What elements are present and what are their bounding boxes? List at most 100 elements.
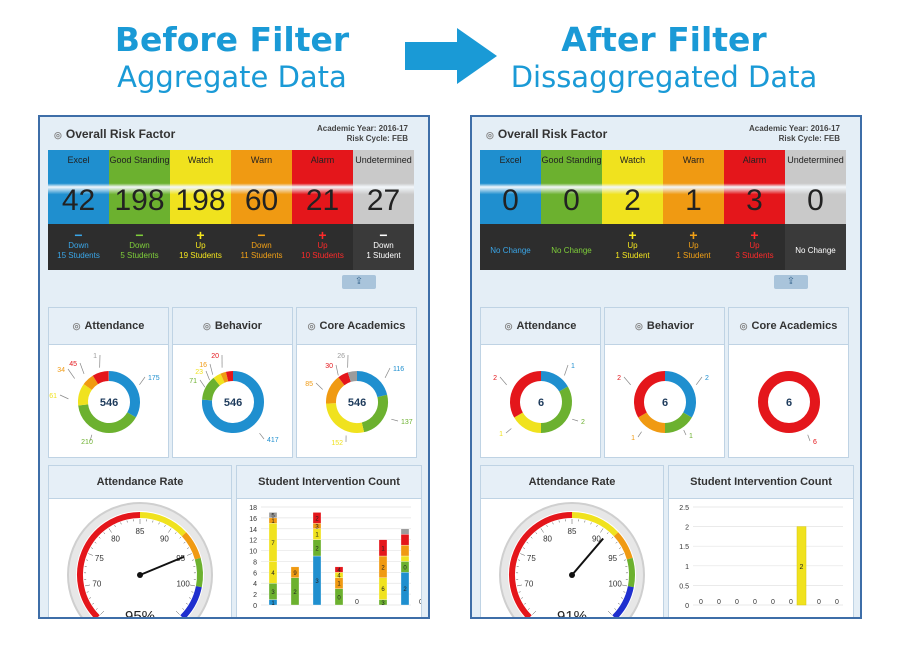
donut-segment[interactable] <box>92 371 110 385</box>
y-tick: 18 <box>249 505 257 512</box>
intervention-chart: 0 0.5 1 1.5 2 2.5 2 0 0 0 0 0 0 0 0 <box>679 505 843 610</box>
share-icon[interactable]: ⇪ <box>774 275 808 289</box>
risk-tile-good-standing[interactable]: Good Standing 0 No Change <box>541 150 602 270</box>
eye-icon[interactable]: ◎ <box>739 321 748 331</box>
donut-total: 546 <box>224 397 242 409</box>
donut-segment[interactable] <box>361 394 388 433</box>
zero-label: 0 <box>735 599 739 606</box>
risk-tile-warn[interactable]: Warn 60 − Down 11 Students <box>231 150 292 270</box>
bar-segment[interactable] <box>400 555 410 562</box>
bar-segment[interactable] <box>378 539 388 557</box>
donut-segment[interactable] <box>634 371 666 418</box>
gauge-minor-tick <box>188 597 191 599</box>
risk-tile-excel[interactable]: Excel 42 − Down 15 Students <box>48 150 109 270</box>
tile-change: Up <box>627 241 638 250</box>
donut-segment[interactable] <box>108 371 140 418</box>
y-tick: 0.5 <box>679 583 689 590</box>
donut-segment[interactable] <box>510 371 542 418</box>
after-filter-header: After Filter Dissaggregated Data <box>504 22 824 96</box>
donut-total: 6 <box>662 397 668 409</box>
zero-label: 0 <box>835 599 839 606</box>
gauge-minor-tick <box>186 547 189 549</box>
leader-line <box>505 428 512 434</box>
donut-segment[interactable] <box>664 371 696 418</box>
attendance-rate-title: Attendance Rate <box>49 466 231 499</box>
donut-segment[interactable] <box>213 373 225 386</box>
bar-segment[interactable] <box>268 512 278 519</box>
leader-line <box>335 364 339 376</box>
donut-segment[interactable] <box>664 412 692 433</box>
eye-icon[interactable]: ◎ <box>307 321 316 331</box>
donut-segment[interactable] <box>758 371 820 433</box>
donut-segment[interactable] <box>225 371 234 382</box>
leader-line <box>67 368 75 379</box>
risk-tile-watch[interactable]: Watch 2 + Up 1 Student <box>602 150 663 270</box>
tile-label: Good Standing <box>109 155 170 165</box>
eye-icon[interactable]: ◎ <box>486 130 494 140</box>
eye-icon[interactable]: ◎ <box>203 321 211 331</box>
eye-icon[interactable]: ◎ <box>635 321 643 331</box>
donut-label: 71 <box>189 378 197 385</box>
tile-label: Excel <box>67 155 90 165</box>
donut-segment[interactable] <box>540 386 572 433</box>
bar-segment[interactable] <box>290 566 300 578</box>
donut-title: Behavior <box>646 320 694 332</box>
behavior-donut-card: ◎ Behavior 546 417 71 23 16 20 <box>172 307 293 458</box>
eye-icon[interactable]: ◎ <box>54 130 62 140</box>
tile-label: Warn <box>682 155 705 165</box>
gauge-value: 91% <box>557 608 587 619</box>
gauge-minor-tick <box>524 603 527 605</box>
leader-line <box>807 434 811 442</box>
donut-segment[interactable] <box>83 375 99 391</box>
gauge-minor-tick <box>526 541 529 544</box>
donut-segment[interactable] <box>202 371 264 433</box>
donut-segment[interactable] <box>326 402 365 433</box>
bar-segment[interactable] <box>312 512 322 524</box>
bar-segment[interactable] <box>796 526 807 606</box>
bar-segment[interactable] <box>400 528 410 535</box>
behavior-donut: 6 2 1 1 2 <box>617 371 709 442</box>
gauge-minor-tick <box>621 584 627 587</box>
tile-label: Alarm <box>742 155 767 165</box>
risk-tile-alarm[interactable]: Alarm 3 + Up 3 Students <box>724 150 785 270</box>
gauge-minor-tick <box>607 610 612 615</box>
gauge-minor-tick <box>114 524 116 527</box>
tile-value: 21 <box>305 184 340 217</box>
eye-icon[interactable]: ◎ <box>504 321 513 331</box>
donut-segment[interactable] <box>540 371 568 392</box>
donut-label: 85 <box>305 381 313 388</box>
bar-segment[interactable] <box>400 544 410 557</box>
bar-segment[interactable] <box>334 566 344 573</box>
donut-title: Core Academics <box>751 320 838 332</box>
share-icon[interactable]: ⇪ <box>342 275 376 289</box>
bar-segment[interactable] <box>400 534 410 546</box>
donut-segment[interactable] <box>78 384 93 406</box>
donut-label: 23 <box>195 369 203 376</box>
risk-tile-good-standing[interactable]: Good Standing 198 − Down 5 Students <box>109 150 170 270</box>
donut-segment[interactable] <box>338 372 352 386</box>
intervention-title: Student Intervention Count <box>669 466 853 499</box>
gauge-minor-tick <box>535 532 538 535</box>
eye-icon[interactable]: ◎ <box>72 321 81 331</box>
zero-label: 0 <box>419 599 421 606</box>
donut-segment[interactable] <box>326 377 345 404</box>
leader-line <box>391 418 399 422</box>
donut-segment[interactable] <box>78 404 136 433</box>
gauge-tick: 80 <box>111 534 120 543</box>
risk-tile-undetermined[interactable]: Undetermined 27 − Down 1 Student <box>353 150 414 270</box>
donut-segment[interactable] <box>220 371 229 383</box>
risk-tile-watch[interactable]: Watch 198 + Up 19 Students <box>170 150 231 270</box>
donut-segment[interactable] <box>347 371 358 382</box>
risk-tile-excel[interactable]: Excel 0 No Change <box>480 150 541 270</box>
donut-segment[interactable] <box>514 412 542 433</box>
gauge-band <box>612 586 634 617</box>
risk-tile-alarm[interactable]: Alarm 21 + Up 10 Students <box>292 150 353 270</box>
risk-tile-warn[interactable]: Warn 1 + Up 1 Student <box>663 150 724 270</box>
donut-segment[interactable] <box>202 377 221 401</box>
gauge-minor-tick <box>596 524 598 527</box>
risk-tile-undetermined[interactable]: Undetermined 0 No Change <box>785 150 846 270</box>
donut-segment[interactable] <box>638 412 666 433</box>
minus-icon: − <box>74 227 83 243</box>
tile-students: 3 Students <box>735 251 774 260</box>
donut-segment[interactable] <box>356 371 388 398</box>
